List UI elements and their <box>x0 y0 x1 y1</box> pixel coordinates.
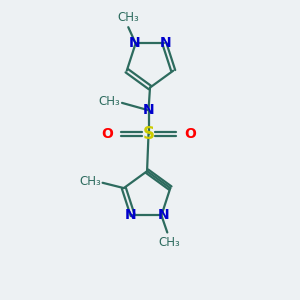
Text: O: O <box>101 127 113 141</box>
Text: CH₃: CH₃ <box>99 95 121 108</box>
Text: CH₃: CH₃ <box>117 11 139 24</box>
Text: N: N <box>158 208 169 222</box>
Text: N: N <box>125 208 137 222</box>
Text: N: N <box>160 36 172 50</box>
Text: CH₃: CH₃ <box>158 236 180 249</box>
Text: N: N <box>128 36 140 50</box>
Text: CH₃: CH₃ <box>80 176 101 188</box>
Text: S: S <box>142 125 154 143</box>
Text: O: O <box>184 127 196 141</box>
Text: N: N <box>143 103 154 117</box>
